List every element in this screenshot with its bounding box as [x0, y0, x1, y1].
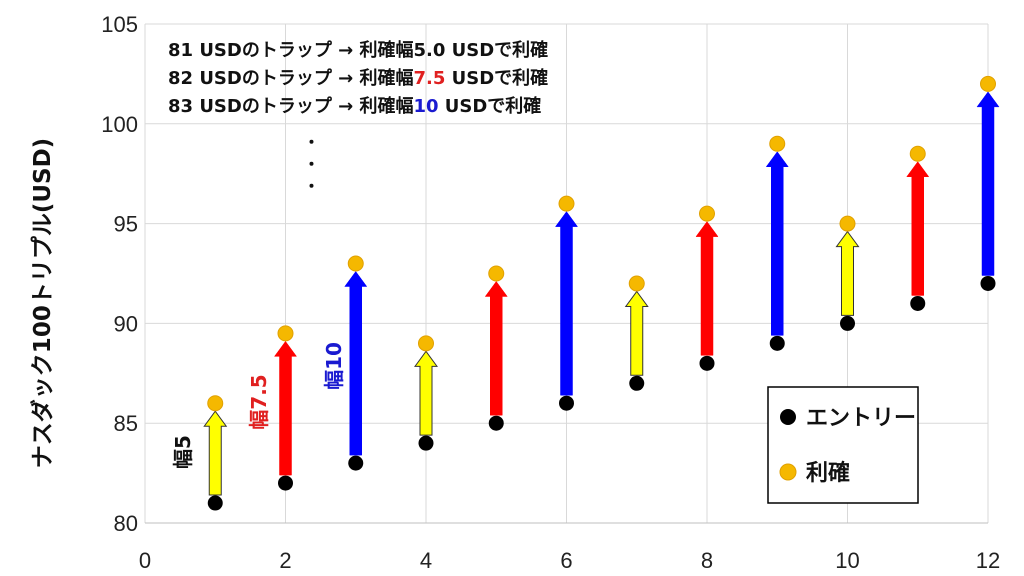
- y-tick-label: 95: [114, 212, 138, 237]
- arrow-2: [274, 340, 297, 476]
- takeprofit-point-8: [699, 205, 715, 222]
- entry-point-2: [278, 475, 293, 491]
- entry-point-11: [910, 295, 926, 311]
- arrow-7: [624, 290, 649, 376]
- x-tick-label: 6: [560, 548, 572, 573]
- arrow-9: [765, 151, 789, 336]
- annotation-line-2: 82 USDのトラップ → 利確幅7.5 USDで利確: [168, 67, 548, 89]
- takeprofit-point-5: [488, 265, 505, 282]
- legend-label-entry: エントリー: [806, 406, 916, 431]
- takeprofit-point-9: [769, 135, 786, 152]
- annotation-line-1: 81 USDのトラップ → 利確幅5.0 USDで利確: [168, 39, 548, 61]
- arrow-8: [695, 221, 719, 356]
- y-axis-ticks: 80 85 90 95 100 105: [101, 12, 138, 536]
- takeprofit-point-11: [909, 145, 926, 162]
- x-tick-label: 0: [139, 548, 151, 573]
- entry-point-5: [488, 415, 504, 431]
- legend-label-takeprofit: 利確: [806, 460, 850, 486]
- arrow-6: [555, 211, 578, 396]
- entry-point-9: [769, 335, 785, 351]
- annotation-line-3: 83 USDのトラップ → 利確幅10 USDで利確: [168, 95, 541, 117]
- entry-point-4: [418, 435, 434, 451]
- annotation-line-1-after: USDで利確: [445, 39, 548, 61]
- takeprofit-point-3: [347, 255, 364, 272]
- annotation-line-3-before: 83 USDのトラップ → 利確幅: [168, 95, 413, 117]
- entry-point-8: [699, 355, 715, 371]
- entry-point-3: [348, 455, 364, 471]
- y-tick-label: 100: [101, 112, 138, 137]
- arrow-1: [203, 410, 228, 496]
- entry-point-7: [629, 375, 645, 391]
- y-tick-label: 105: [101, 12, 138, 37]
- arrow-12: [976, 91, 1000, 276]
- arrow-10: [835, 230, 860, 316]
- arrow-4: [414, 350, 438, 436]
- entry-point-1: [207, 495, 223, 511]
- takeprofit-point-12: [980, 75, 996, 92]
- annotation-block: 81 USDのトラップ → 利確幅5.0 USDで利確 82 USDのトラップ …: [168, 39, 548, 200]
- y-axis-label: ナスダック100トリプル(USD): [29, 138, 56, 468]
- annotation-line-1-value: 5.0: [413, 40, 445, 61]
- annotation-line-2-before: 82 USDのトラップ → 利確幅: [168, 67, 413, 89]
- takeprofit-point-10: [839, 215, 856, 232]
- legend: エントリー 利確: [767, 386, 919, 504]
- x-tick-label: 4: [420, 548, 432, 573]
- x-axis-ticks: 0 2 4 6 8 10 12: [139, 548, 1000, 573]
- x-tick-label: 10: [835, 548, 859, 573]
- width-labels: 幅5 幅7.5 幅10: [171, 342, 346, 469]
- arrows: [203, 91, 1000, 496]
- legend-box: [767, 386, 919, 504]
- width-label-7-5: 幅7.5: [247, 374, 271, 429]
- points: [207, 75, 996, 511]
- y-tick-label: 80: [114, 511, 138, 536]
- entry-point-6: [559, 395, 574, 411]
- takeprofit-point-1: [207, 395, 224, 412]
- legend-marker-takeprofit: [779, 463, 797, 481]
- takeprofit-point-7: [628, 275, 645, 292]
- entry-point-10: [840, 315, 855, 331]
- y-tick-label: 85: [114, 411, 138, 436]
- annotation-line-2-value: 7.5: [413, 68, 445, 89]
- width-label-5: 幅5: [171, 435, 195, 469]
- legend-marker-entry: [780, 409, 796, 425]
- takeprofit-point-2: [277, 325, 294, 342]
- x-tick-label: 12: [976, 548, 1000, 573]
- takeprofit-point-6: [558, 195, 575, 212]
- arrow-11: [906, 161, 930, 296]
- takeprofit-point-4: [418, 335, 434, 352]
- arrow-5: [484, 281, 508, 416]
- annotation-line-3-after: USDで利確: [439, 95, 542, 117]
- entry-point-12: [980, 275, 996, 291]
- y-tick-label: 90: [114, 311, 138, 336]
- x-tick-label: 8: [701, 548, 713, 573]
- annotation-line-1-before: 81 USDのトラップ → 利確幅: [168, 39, 413, 61]
- arrow-3: [344, 271, 368, 456]
- width-label-10: 幅10: [322, 342, 346, 390]
- annotation-line-3-value: 10: [413, 96, 438, 117]
- x-tick-label: 2: [279, 548, 291, 573]
- annotation-ellipsis: ・・・: [301, 134, 320, 200]
- annotation-line-2-after: USDで利確: [445, 67, 548, 89]
